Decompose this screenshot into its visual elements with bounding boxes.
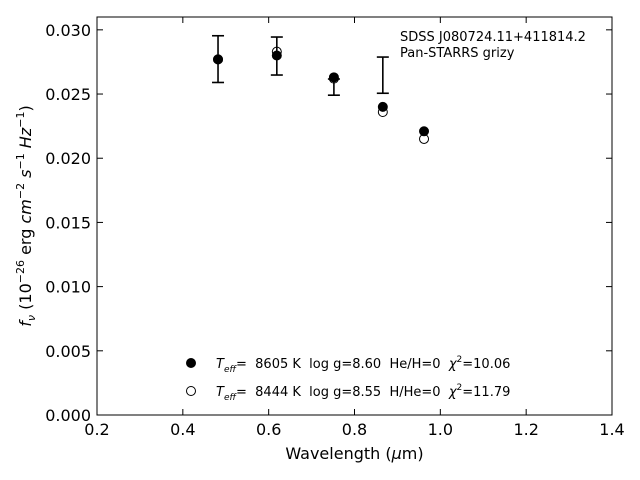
annotation-line-1: SDSS J080724.11+411814.2 [400, 30, 586, 45]
legend-entry-2: Teff= 8444 K log g=8.55 H/He=0 χ2=11.79 [216, 383, 510, 403]
point-filled [271, 50, 282, 61]
y-tick-label: 0.010 [45, 278, 91, 297]
point-filled [419, 126, 430, 137]
data-markers [213, 46, 430, 144]
legend-marker-filled [186, 358, 196, 368]
y-tick-label: 0.025 [45, 85, 91, 104]
x-tick-label: 1.2 [513, 420, 538, 439]
point-filled [377, 101, 388, 112]
plot-background [97, 17, 612, 415]
point-open [377, 107, 388, 118]
legend: Teff= 8605 K log g=8.60 He/H=0 χ2=10.06 … [186, 355, 510, 403]
point-open [419, 133, 430, 144]
plot-frame [96, 16, 613, 416]
x-axis-label: Wavelength (μm) [285, 444, 423, 463]
legend-entry-1: Teff= 8605 K log g=8.60 He/H=0 χ2=10.06 [216, 355, 510, 375]
x-tick-label: 1.0 [428, 420, 453, 439]
legend-marker-open [186, 386, 196, 396]
x-tick-label: 0.6 [256, 420, 281, 439]
y-axis-label: fν (10−26 erg cm−2 s−1 Hz−1) [14, 105, 38, 326]
x-tick-label: 0.8 [342, 420, 367, 439]
point-open [271, 46, 282, 57]
y-tick-label: 0.005 [45, 342, 91, 361]
point-open [213, 54, 224, 65]
x-tick-label: 1.4 [599, 420, 624, 439]
point-open [328, 73, 339, 84]
y-tick-label: 0.015 [45, 213, 91, 232]
x-tick-label: 0.4 [170, 420, 195, 439]
x-tick-label: 0.2 [84, 420, 109, 439]
y-tick-label: 0.030 [45, 21, 91, 40]
y-tick-label: 0.000 [45, 406, 91, 425]
annotation-line-2: Pan-STARRS grizy [400, 46, 515, 61]
y-tick-label: 0.020 [45, 149, 91, 168]
tick-labels: 0.2 0.4 0.6 0.8 1.0 1.2 1.4 0.000 0.005 0.010 0.01… [45, 21, 625, 439]
